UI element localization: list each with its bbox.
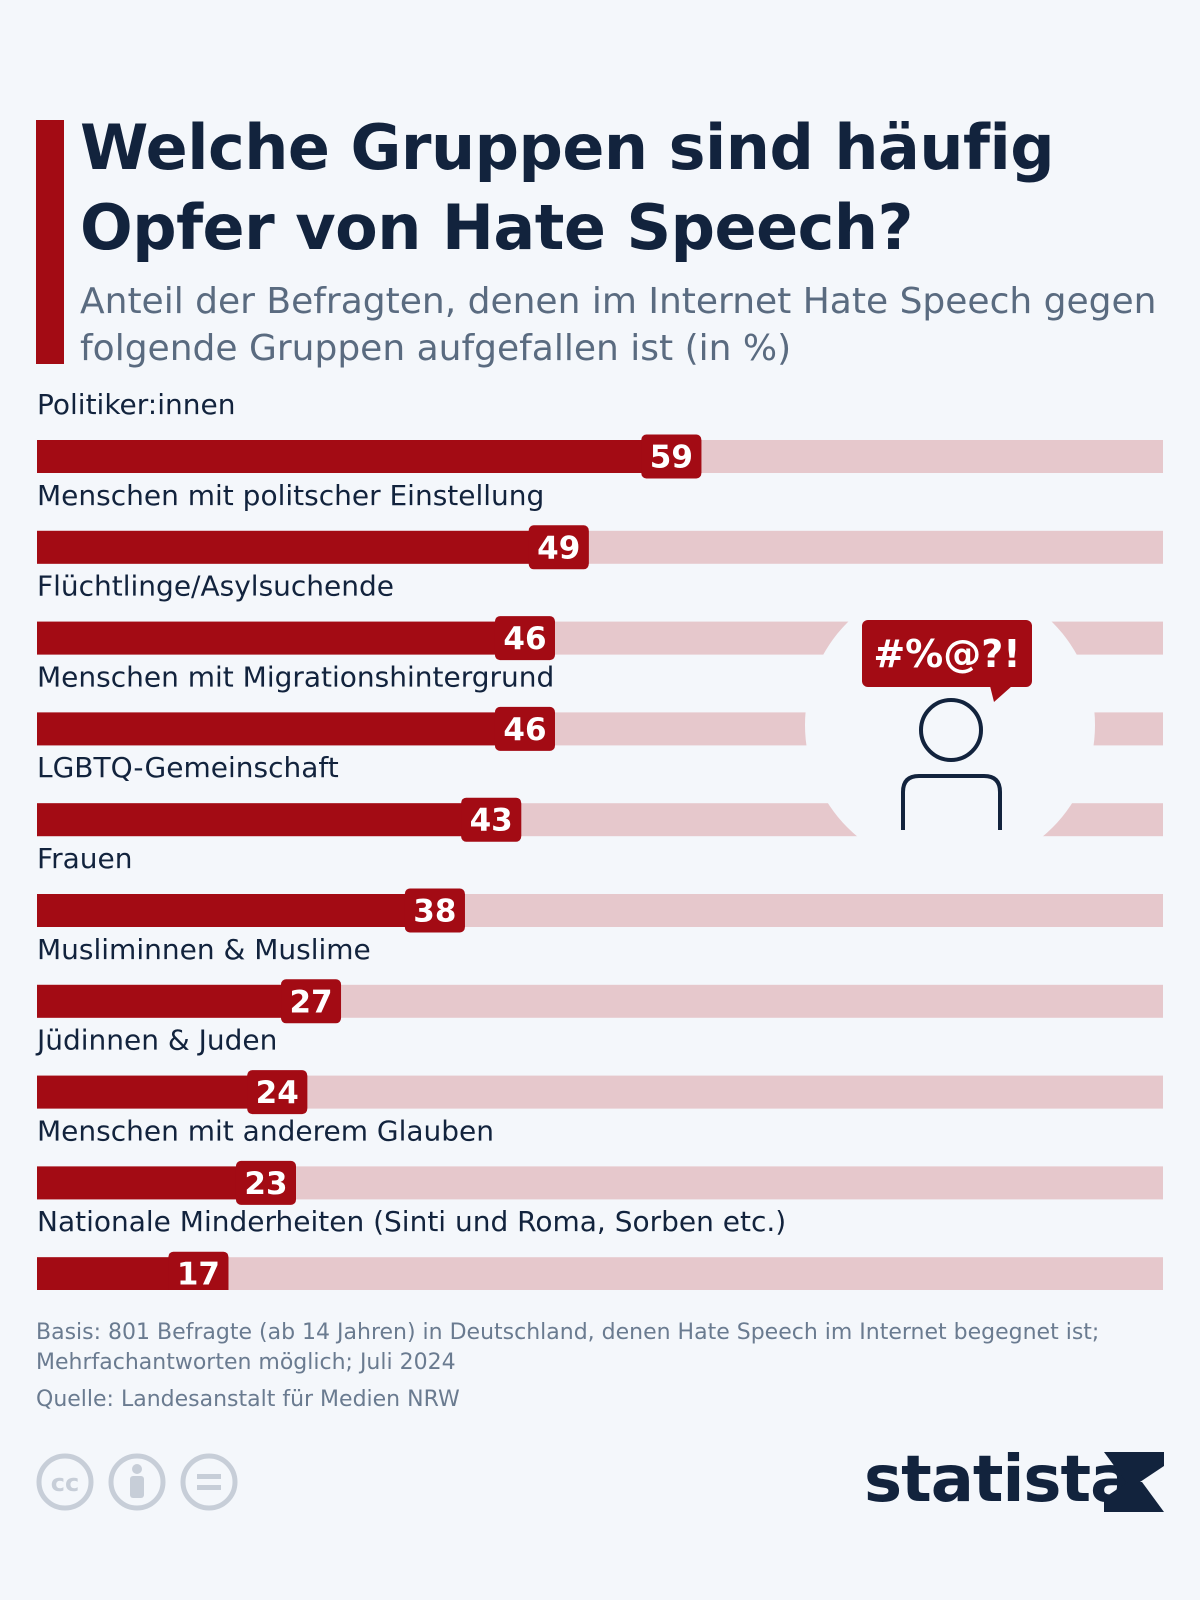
chart-title: Welche Gruppen sind häufig Opfer von Hat… <box>80 111 1055 264</box>
bar-chart: 59 Politiker:innen 49 Menschen mit politsch… <box>35 390 1163 1290</box>
value-tag <box>281 979 342 1024</box>
value-tag <box>641 434 702 479</box>
bar <box>37 530 589 564</box>
svg-text:cc: cc <box>51 1469 79 1497</box>
category-label: Flüchtlinge/Asylsuchende <box>37 570 394 603</box>
bar <box>37 440 702 473</box>
attribution-icon[interactable] <box>108 1453 166 1511</box>
value-tag <box>404 888 465 933</box>
data-label: 59 <box>650 440 693 476</box>
data-label: 23 <box>244 1166 287 1202</box>
category-label: Frauen <box>37 842 132 875</box>
bar <box>37 621 555 655</box>
category-label: Politiker:innen <box>37 390 235 421</box>
footnote-basis-line-2: Mehrfachantworten möglich; Juli 2024 <box>36 1350 456 1375</box>
category-label: LGBTQ-Gemeinschaft <box>37 751 339 784</box>
source-note: Quelle: Landesanstalt für Medien NRW <box>36 1387 460 1412</box>
value-tag <box>494 616 555 661</box>
speech-bubble-icon <box>862 620 1032 687</box>
data-label: 49 <box>537 530 580 566</box>
data-label: 17 <box>177 1257 220 1290</box>
footnote-basis-line-1: Basis: 801 Befragte (ab 14 Jahren) in De… <box>36 1320 1100 1345</box>
chart-subtitle: Anteil der Befragten, denen im Internet … <box>80 281 1157 369</box>
speech-bubble-text: #%@?! <box>873 632 1020 676</box>
category-label: Musliminnen & Muslime <box>37 933 371 966</box>
speech-bubble-tail <box>990 686 1012 702</box>
data-label: 43 <box>470 803 513 839</box>
statista-logo-icon <box>1104 1452 1164 1516</box>
hate-speech-illustration: #%@?! <box>805 580 1095 870</box>
data-label: 27 <box>289 984 332 1020</box>
footnote-basis: Basis: 801 Befragte (ab 14 Jahren) in De… <box>36 1318 1156 1378</box>
cc-icon[interactable]: cc <box>36 1453 94 1511</box>
value-tag <box>247 1070 308 1115</box>
bar <box>37 712 555 746</box>
data-label: 24 <box>256 1075 299 1111</box>
data-label: 46 <box>503 621 546 657</box>
value-tag <box>168 1251 229 1290</box>
category-label: Menschen mit politscher Einstellung <box>37 479 544 512</box>
category-label: Menschen mit anderem Glauben <box>37 1114 494 1147</box>
license-icons: cc <box>36 1452 246 1520</box>
bar <box>37 803 522 837</box>
no-derivatives-icon[interactable] <box>180 1453 238 1511</box>
brand-wordmark[interactable]: statista <box>864 1443 1133 1517</box>
value-tag <box>494 706 555 751</box>
bar <box>37 894 465 927</box>
data-label: 38 <box>413 894 456 930</box>
data-label: 46 <box>503 712 546 748</box>
value-tag <box>528 525 589 570</box>
title-accent-bar <box>36 120 64 364</box>
person-head-icon <box>919 698 983 762</box>
category-label: Nationale Minderheiten (Sinti und Roma, … <box>37 1205 786 1238</box>
category-label: Menschen mit Migrationshintergrund <box>37 660 554 693</box>
category-label: Jüdinnen & Juden <box>35 1024 277 1057</box>
person-body-icon <box>901 774 1002 830</box>
value-tag <box>461 797 522 842</box>
value-tag <box>235 1160 296 1205</box>
